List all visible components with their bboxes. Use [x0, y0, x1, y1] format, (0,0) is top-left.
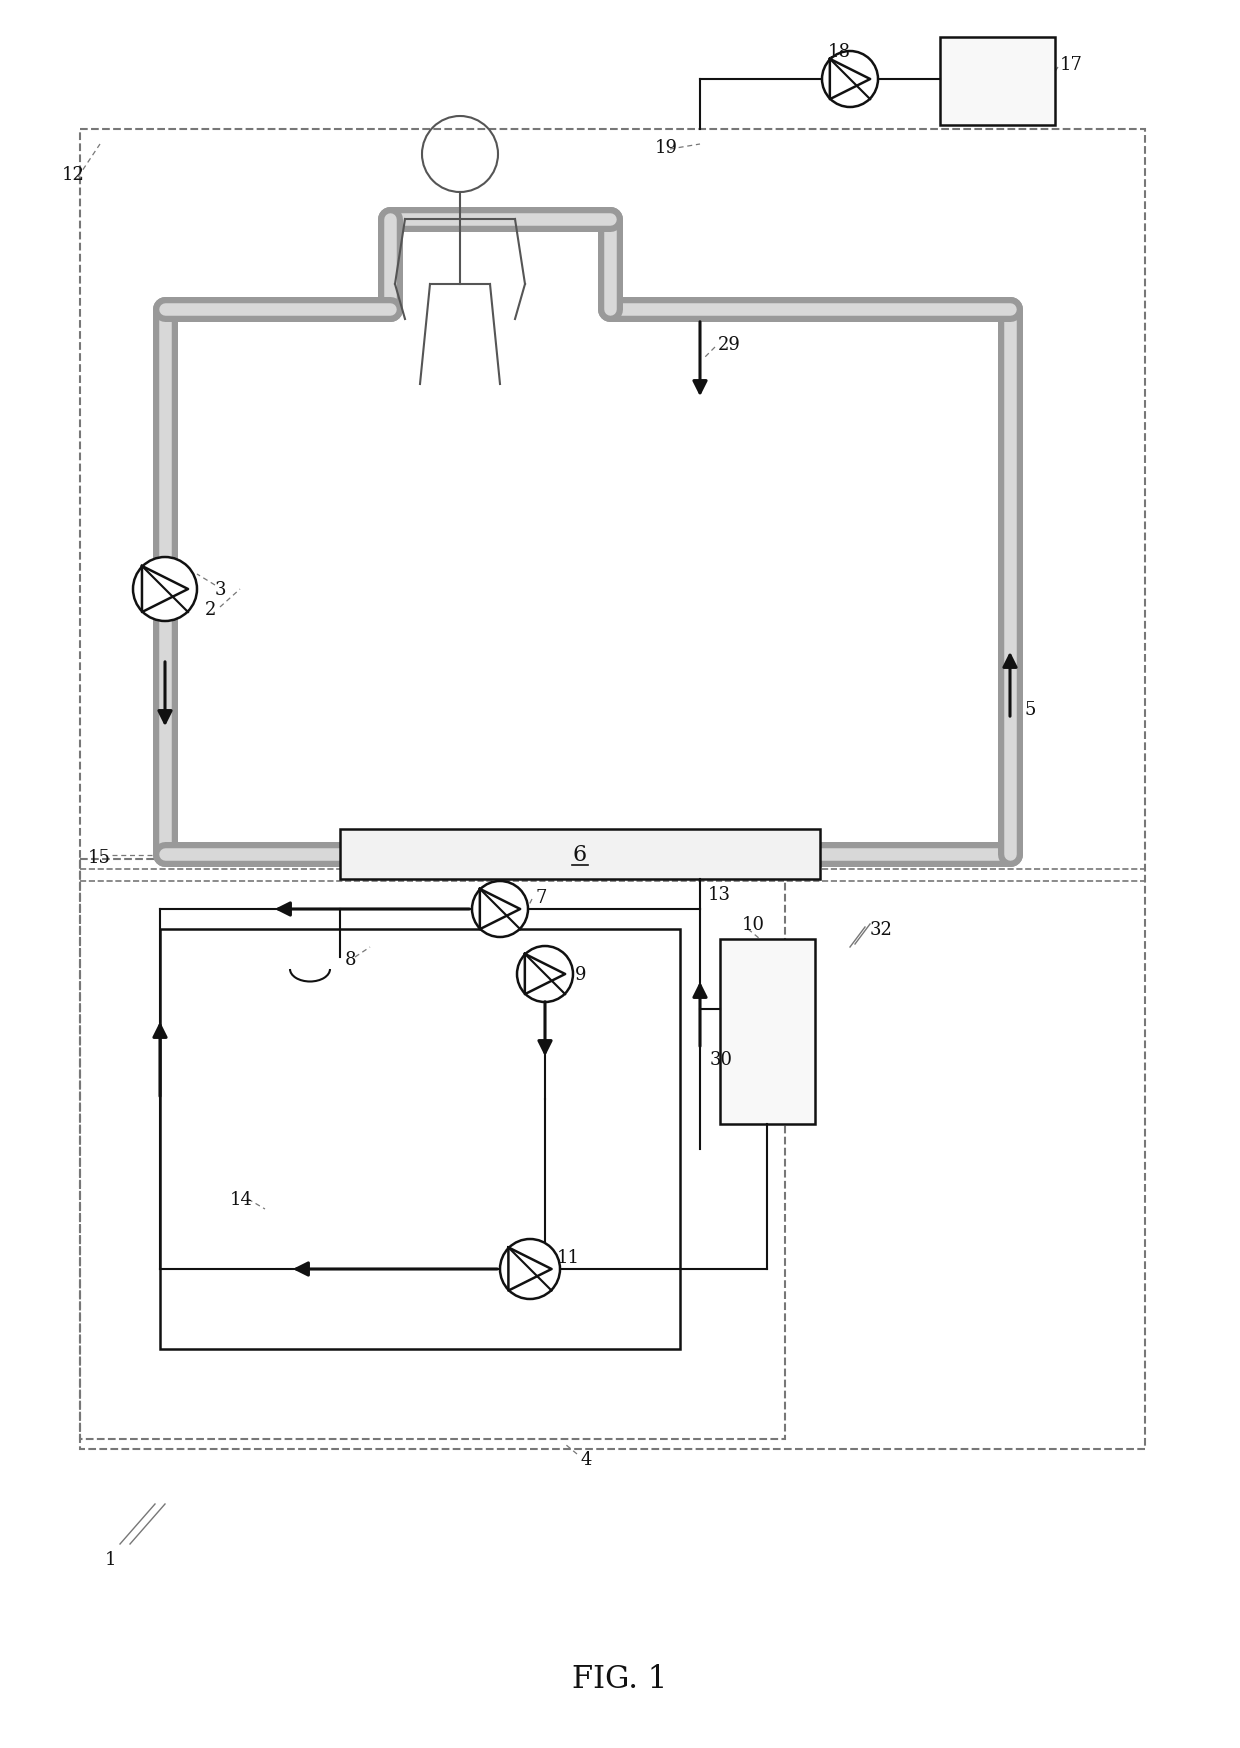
Bar	[940, 38, 1055, 126]
Text: 12: 12	[62, 166, 84, 184]
Text: 11: 11	[557, 1248, 580, 1266]
Circle shape	[500, 1239, 560, 1299]
Text: 8: 8	[345, 951, 357, 968]
Circle shape	[517, 946, 573, 1002]
Text: 10: 10	[742, 916, 765, 933]
Text: 9: 9	[575, 965, 587, 984]
Text: 5: 5	[1025, 701, 1037, 718]
Bar	[720, 939, 815, 1124]
Text: 3: 3	[215, 580, 227, 598]
Bar	[340, 830, 820, 879]
Bar	[81, 129, 1145, 1449]
Text: 18: 18	[828, 44, 851, 61]
Text: 1: 1	[105, 1550, 117, 1568]
Text: FIG. 1: FIG. 1	[573, 1664, 667, 1694]
Text: 2: 2	[205, 601, 216, 619]
Bar	[160, 930, 680, 1349]
Text: 14: 14	[229, 1190, 253, 1208]
Text: 6: 6	[573, 844, 587, 865]
Text: 17: 17	[1060, 56, 1083, 73]
Text: 29: 29	[718, 336, 740, 353]
Text: 7: 7	[534, 888, 547, 907]
Circle shape	[822, 52, 878, 108]
Text: 13: 13	[708, 886, 732, 904]
Text: 19: 19	[655, 138, 678, 157]
Text: 4: 4	[580, 1451, 591, 1468]
Circle shape	[133, 558, 197, 622]
Bar	[81, 860, 785, 1439]
Circle shape	[472, 881, 528, 937]
Text: 32: 32	[870, 921, 893, 939]
Text: 30: 30	[711, 1051, 733, 1068]
Text: 15: 15	[88, 848, 110, 867]
